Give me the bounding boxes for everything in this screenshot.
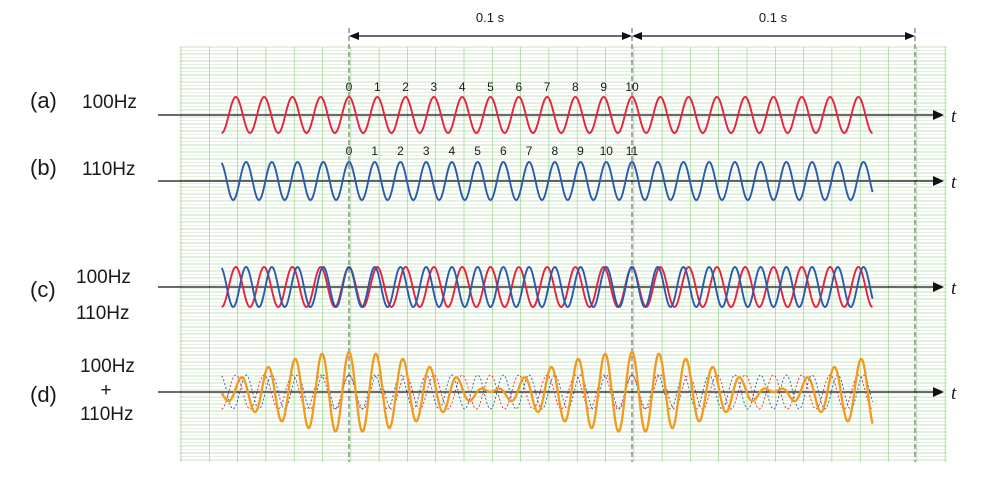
interval-label-1: 0.1 s [476,10,505,25]
wave-110hz-b [220,161,874,201]
tick-label-b: 1 [371,144,378,158]
arrowhead-icon [632,32,642,40]
tick-label-a: 9 [600,80,607,94]
arrowhead-icon [622,32,632,40]
wave-100hz-a [221,96,873,134]
tick-label-b: 11 [626,144,639,158]
wave-100hz-c [221,266,873,308]
tick-label-a: 10 [625,80,639,94]
axis-arrow-icon [933,387,944,397]
axis-d-variable: t [951,383,957,404]
row-c-letter: (c) [30,277,56,302]
tick-label-a: 7 [544,80,551,94]
axis-b-variable: t [951,172,957,193]
tick-label-a: 0 [346,80,353,94]
axis-arrow-icon [933,282,944,292]
tick-label-b: 10 [600,144,614,158]
tick-label-b: 7 [526,144,533,158]
row-d-plus: + [100,380,111,401]
row-c-frequency-top: 100Hz [76,267,131,288]
tick-label-a: 6 [515,80,522,94]
axis-a-variable: t [951,106,957,127]
row-b-letter: (b) [30,155,57,180]
tick-label-b: 9 [577,144,584,158]
row-d-frequency-bottom: 110Hz [80,404,134,425]
tick-label-b: 3 [423,144,430,158]
row-d-letter: (d) [30,382,57,407]
tick-label-a: 3 [431,80,438,94]
tick-label-b: 8 [551,144,558,158]
cycle-ticks: 0 1 2 3 4 5 6 7 8 9 10 0 1 2 3 4 5 6 7 8 9 10 11 [346,80,639,158]
waveforms [220,96,874,433]
axis-c-variable: t [951,278,957,299]
interval-arrows: 0.1 s 0.1 s [349,10,915,40]
wave-110hz-c [220,266,874,308]
row-c-frequency-bottom: 110Hz [76,303,130,324]
row-a-frequency: 100Hz [82,92,137,113]
row-b-frequency: 110Hz [82,159,136,180]
tick-label-b: 5 [474,144,481,158]
tick-label-a: 5 [487,80,494,94]
tick-label-a: 4 [459,80,466,94]
row-labels: (a) 100Hz (b) 110Hz (c) 100Hz 110Hz (d) … [30,88,137,425]
arrowhead-icon [905,32,915,40]
tick-label-b: 6 [500,144,507,158]
arrowhead-icon [349,32,359,40]
wave-sum-d [220,350,874,433]
row-a-letter: (a) [30,88,57,113]
tick-label-b: 0 [346,144,353,158]
tick-label-b: 2 [397,144,404,158]
tick-label-b: 4 [449,144,456,158]
row-d-frequency-top: 100Hz [80,356,135,377]
tick-label-a: 2 [402,80,409,94]
axis-arrow-icon [933,176,944,186]
interval-label-2: 0.1 s [759,10,788,25]
axis-arrow-icon [933,110,944,120]
tick-label-a: 1 [374,80,381,94]
tick-label-a: 8 [572,80,579,94]
time-markers [348,28,916,462]
